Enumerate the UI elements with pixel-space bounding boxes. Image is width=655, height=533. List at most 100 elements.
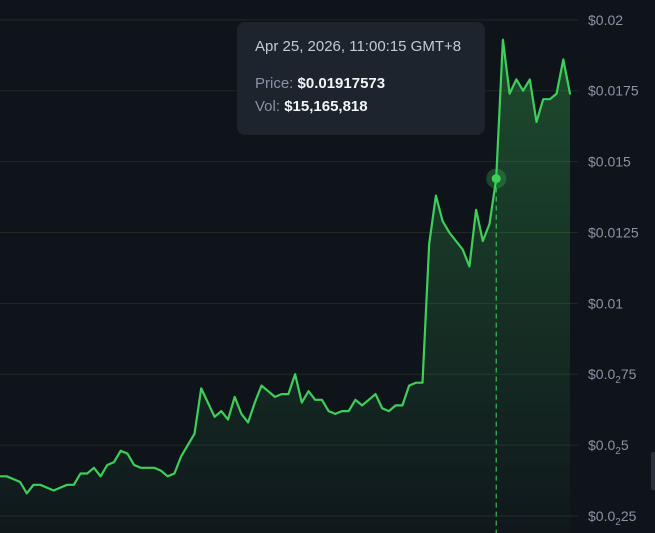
data-point	[300, 401, 304, 405]
tooltip-vol-key: Vol:	[255, 98, 281, 115]
data-point	[340, 409, 344, 413]
scroll-handle[interactable]	[651, 452, 655, 490]
y-tick-label: $0.0125	[588, 224, 639, 240]
data-point	[347, 409, 351, 413]
data-point	[11, 477, 15, 481]
data-point	[508, 92, 512, 96]
y-axis-labels: $0.02 $0.0175 $0.015 $0.0125 $0.01 $0.0275 $0.…	[588, 12, 639, 528]
y-tick-label: $0.0275	[588, 366, 637, 386]
data-point	[501, 38, 505, 42]
data-point	[461, 247, 465, 251]
data-point	[219, 409, 223, 413]
data-point	[280, 392, 284, 396]
data-point	[447, 230, 451, 234]
data-point	[226, 418, 230, 422]
data-point	[52, 488, 56, 492]
data-point	[78, 471, 82, 475]
data-point	[360, 403, 364, 407]
data-point	[467, 265, 471, 269]
data-point	[38, 483, 42, 487]
price-area-layer	[0, 39, 570, 533]
data-point	[246, 420, 250, 424]
data-point	[534, 120, 538, 124]
price-line-layer	[0, 38, 572, 495]
data-point	[25, 491, 29, 495]
tooltip-vol-value: $15,165,818	[284, 98, 368, 115]
data-point	[521, 89, 525, 93]
data-point	[306, 389, 310, 393]
data-point	[139, 466, 143, 470]
data-point	[367, 398, 371, 402]
data-point	[253, 401, 257, 405]
y-tick-label: $0.0225	[588, 508, 637, 528]
data-point	[333, 412, 337, 416]
data-point	[72, 483, 76, 487]
data-point	[474, 208, 478, 212]
tooltip-date: Apr 25, 2026, 11:00:15 GMT+8	[255, 38, 462, 55]
data-point	[407, 384, 411, 388]
data-point	[427, 242, 431, 246]
data-point	[420, 381, 424, 385]
y-tick-label: $0.025	[588, 437, 629, 457]
data-point	[286, 392, 290, 396]
gridlines	[0, 19, 578, 517]
data-point	[414, 381, 418, 385]
data-point	[206, 401, 210, 405]
data-point	[172, 471, 176, 475]
hover-marker-dot	[491, 174, 501, 184]
data-point	[58, 486, 62, 490]
y-tick-label: $0.015	[588, 154, 631, 170]
data-point	[132, 463, 136, 467]
data-point	[441, 219, 445, 223]
data-point	[353, 398, 357, 402]
data-point	[260, 384, 264, 388]
data-point	[213, 415, 217, 419]
tooltip-price-key: Price:	[255, 75, 294, 92]
price-line	[0, 38, 572, 495]
data-point	[400, 403, 404, 407]
data-point	[112, 460, 116, 464]
tooltip-price-row: Price: $0.01917573	[255, 72, 467, 95]
price-tooltip: Apr 25, 2026, 11:00:15 GMT+8 Price: $0.0…	[237, 22, 485, 135]
data-point	[239, 412, 243, 416]
data-point	[186, 443, 190, 447]
tooltip-vol-row: Vol: $15,165,818	[255, 95, 467, 118]
data-point	[179, 454, 183, 458]
data-point	[192, 432, 196, 436]
data-point	[380, 406, 384, 410]
tooltip-price-value: $0.01917573	[297, 75, 386, 92]
data-point	[528, 77, 532, 81]
data-point	[199, 386, 203, 390]
data-point	[293, 372, 297, 376]
data-point	[387, 409, 391, 413]
data-point	[32, 483, 36, 487]
data-point	[488, 222, 492, 226]
data-point	[454, 239, 458, 243]
data-point	[481, 239, 485, 243]
hover-layer	[486, 168, 507, 533]
data-point	[514, 77, 518, 81]
data-point	[99, 474, 103, 478]
data-point	[394, 403, 398, 407]
data-point	[320, 398, 324, 402]
data-point	[18, 480, 22, 484]
data-point	[5, 474, 9, 478]
data-point	[273, 395, 277, 399]
data-point	[65, 483, 69, 487]
data-point	[313, 398, 317, 402]
y-tick-label: $0.02	[588, 12, 623, 28]
data-point	[561, 58, 565, 62]
data-point	[105, 463, 109, 467]
data-point	[125, 452, 129, 456]
data-point	[166, 474, 170, 478]
data-point	[146, 466, 150, 470]
data-point	[548, 97, 552, 101]
data-point	[327, 409, 331, 413]
data-point	[119, 449, 123, 453]
data-point	[541, 97, 545, 101]
y-tick-label: $0.0175	[588, 83, 639, 99]
data-point	[568, 92, 572, 96]
data-point	[159, 469, 163, 473]
data-point	[434, 194, 438, 198]
